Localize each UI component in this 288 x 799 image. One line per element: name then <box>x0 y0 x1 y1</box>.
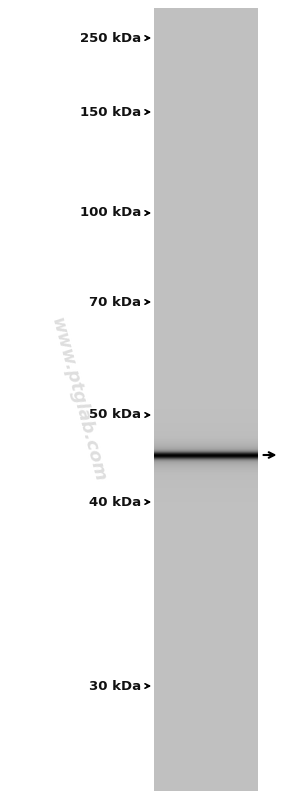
Text: 70 kDa: 70 kDa <box>89 296 141 308</box>
Text: 150 kDa: 150 kDa <box>80 105 141 118</box>
Text: 50 kDa: 50 kDa <box>89 408 141 422</box>
Text: 250 kDa: 250 kDa <box>80 31 141 45</box>
Text: www.ptglab.com: www.ptglab.com <box>47 316 108 484</box>
Text: 30 kDa: 30 kDa <box>89 679 141 693</box>
Text: 40 kDa: 40 kDa <box>89 495 141 508</box>
Text: 100 kDa: 100 kDa <box>80 206 141 220</box>
